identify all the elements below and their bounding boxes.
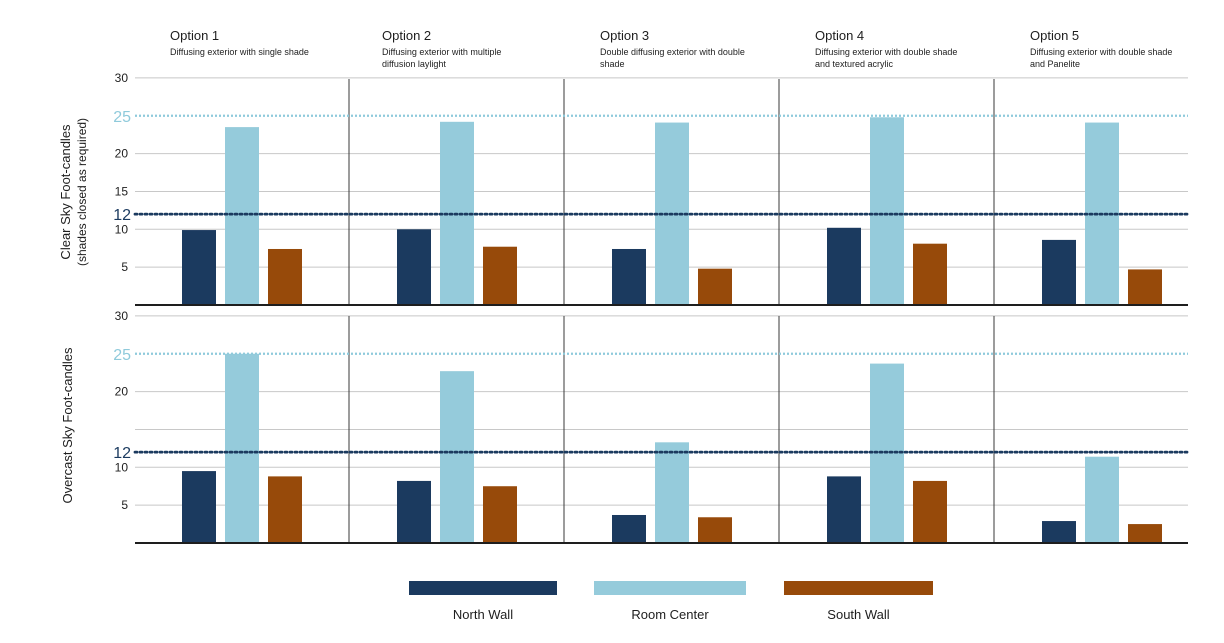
legend-label-north-wall: North Wall [452,607,514,622]
option-1-title: Option 1 [170,28,220,43]
ytick-label-panel1-5: 5 [121,260,128,274]
legend-label-south-wall: South Wall [827,607,890,622]
ytick-label-panel2-10: 10 [115,460,129,474]
bar-panel1-north-wall-option-2 [397,229,431,305]
ytick-label-panel1-30: 30 [115,71,129,85]
bar-panel2-south-wall-option-3 [698,517,732,543]
option-4-title: Option 4 [815,28,865,43]
legend-swatch-room-center [594,581,746,595]
reference-label-panel2-25: 25 [113,347,131,364]
legend-swatch-south-wall [784,581,933,595]
bar-panel1-south-wall-option-5 [1128,269,1162,305]
ylabel-panel2: Overcast Sky Foot-candles [60,347,75,504]
bar-panel1-south-wall-option-1 [268,248,302,305]
option-5-title: Option 5 [1030,28,1080,43]
ytick-label-panel1-10: 10 [115,222,129,236]
bar-panel2-north-wall-option-3 [612,514,646,543]
bar-panel1-north-wall-option-1 [182,230,216,305]
bar-panel2-south-wall-option-1 [268,476,302,543]
ylabel-sub-panel1: (shades closed as required) [75,118,89,266]
bar-panel1-room-center-option-4 [870,117,904,305]
bar-panel2-room-center-option-3 [655,442,689,543]
bar-panel2-room-center-option-2 [440,371,474,543]
bar-panel2-room-center-option-1 [225,353,259,543]
bar-panel2-north-wall-option-1 [182,471,216,543]
option-3-title: Option 3 [600,28,650,43]
legend-label-room-center: Room Center [631,607,709,622]
bar-panel2-north-wall-option-5 [1042,521,1076,543]
option-2-subtitle: Diffusing exterior with multiple diffusi… [382,47,502,69]
bar-panel1-south-wall-option-3 [698,268,732,305]
option-3-subtitle: Double diffusing exterior with double sh… [600,47,745,69]
bar-panel1-north-wall-option-4 [827,227,861,305]
option-4-subtitle: Diffusing exterior with double shade and… [815,47,958,69]
bar-panel2-south-wall-option-5 [1128,524,1162,543]
ytick-label-panel1-15: 15 [115,184,129,198]
bar-panel2-south-wall-option-4 [913,480,947,543]
bar-panel2-south-wall-option-2 [483,486,517,543]
option-1-subtitle: Diffusing exterior with single shade [170,47,309,57]
legend-swatch-north-wall [409,581,557,595]
bar-panel1-south-wall-option-2 [483,246,517,305]
ytick-label-panel2-20: 20 [115,385,129,399]
bar-panel1-south-wall-option-4 [913,243,947,305]
bar-panel1-north-wall-option-3 [612,248,646,305]
option-5-subtitle: Diffusing exterior with double shade and… [1030,47,1173,69]
ytick-label-panel2-30: 30 [115,309,129,323]
bar-panel2-room-center-option-5 [1085,456,1119,543]
reference-label-panel2-12: 12 [113,445,131,462]
bar-panel1-north-wall-option-5 [1042,239,1076,305]
reference-label-panel1-25: 25 [113,109,131,126]
reference-label-panel1-12: 12 [113,207,131,224]
option-2-title: Option 2 [382,28,432,43]
bar-panel2-north-wall-option-4 [827,476,861,543]
ytick-label-panel2-5: 5 [121,498,128,512]
bar-panel1-room-center-option-1 [225,127,259,305]
ytick-label-panel1-20: 20 [115,147,129,161]
ylabel-panel1: Clear Sky Foot-candles [58,124,73,260]
bar-panel2-north-wall-option-2 [397,480,431,543]
